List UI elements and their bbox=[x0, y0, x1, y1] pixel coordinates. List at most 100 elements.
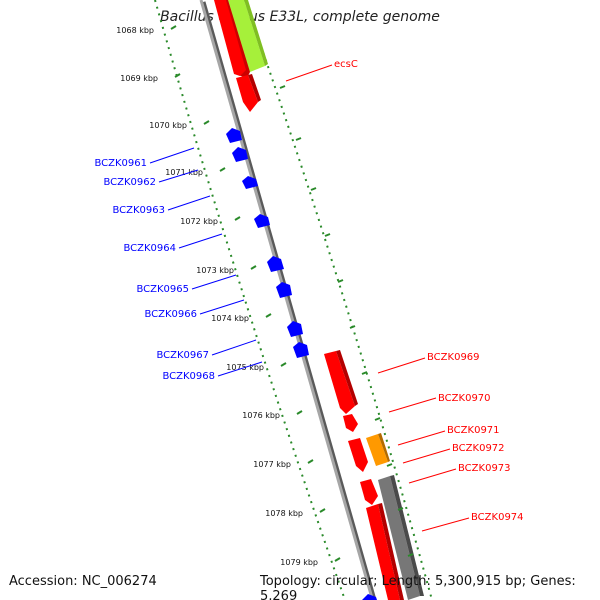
bczk0965-feature[interactable] bbox=[267, 256, 284, 272]
tick-label: 1072 kbp bbox=[180, 217, 218, 226]
tick-mark bbox=[337, 279, 344, 283]
bczk0969-shade bbox=[336, 350, 358, 406]
leader-line bbox=[217, 361, 263, 377]
tick-mark bbox=[280, 362, 287, 367]
gene-label-bczk0967[interactable]: BCZK0967 bbox=[156, 350, 209, 361]
tick-mark bbox=[296, 410, 303, 415]
bczk0964-feature[interactable] bbox=[254, 214, 270, 228]
backbone bbox=[199, 0, 374, 599]
gene-label-bczk0965[interactable]: BCZK0965 bbox=[136, 284, 189, 295]
bczk0971-feature[interactable] bbox=[366, 434, 388, 466]
gene-label-bczk0962[interactable]: BCZK0962 bbox=[103, 177, 156, 188]
tick-mark bbox=[174, 73, 181, 78]
gene-label-bczk0972[interactable]: BCZK0972 bbox=[452, 443, 505, 454]
leader-line bbox=[191, 274, 237, 290]
tick-label: 1070 kbp bbox=[149, 121, 187, 130]
gene-label-bczk0968[interactable]: BCZK0968 bbox=[162, 371, 215, 382]
leader-line bbox=[178, 233, 223, 249]
topology-summary: Topology: circular; Length: 5,300,915 bp… bbox=[260, 574, 576, 600]
tick-mark bbox=[279, 85, 286, 89]
bczk0962-feature[interactable] bbox=[232, 147, 248, 162]
grey-feature[interactable] bbox=[378, 476, 420, 600]
gene-label-bczk0974[interactable]: BCZK0974 bbox=[471, 512, 524, 523]
tick-mark bbox=[386, 463, 393, 467]
leader-line bbox=[285, 64, 333, 82]
tick-mark bbox=[295, 137, 302, 141]
accession-text: Accession: NC_006274 bbox=[9, 574, 157, 589]
right-tick-track bbox=[244, 0, 433, 600]
tick-mark bbox=[374, 417, 381, 421]
leader-line bbox=[421, 517, 470, 532]
tick-mark bbox=[310, 187, 317, 191]
gene-label-bczk0963[interactable]: BCZK0963 bbox=[112, 205, 165, 216]
tick-label: 1079 kbp bbox=[280, 558, 318, 567]
bczk0969-feature[interactable] bbox=[324, 351, 355, 414]
leader-line bbox=[377, 357, 426, 374]
gene-label-bczk0961[interactable]: BCZK0961 bbox=[94, 158, 147, 169]
tick-mark bbox=[307, 459, 314, 464]
bczk0961-feature[interactable] bbox=[226, 128, 242, 143]
bczk0963-feature[interactable] bbox=[242, 176, 258, 189]
leader-line bbox=[199, 299, 245, 315]
forward-gene-labels: ecsC BCZK0969 BCZK0970 BCZK0971 BCZK0972 BCZK… bbox=[285, 59, 524, 532]
tick-label: 1073 kbp bbox=[196, 266, 234, 275]
tick-label: 1071 kbp bbox=[165, 168, 203, 177]
gene-label-bczk0964[interactable]: BCZK0964 bbox=[123, 243, 176, 254]
reverse-features bbox=[226, 128, 377, 600]
tick-label: 1068 kbp bbox=[116, 26, 154, 35]
bczk0966-feature[interactable] bbox=[276, 282, 292, 298]
tick-label: 1077 kbp bbox=[253, 460, 291, 469]
gene-label-bczk0970[interactable]: BCZK0970 bbox=[438, 393, 491, 404]
tick-mark bbox=[234, 216, 241, 221]
tick-mark bbox=[349, 325, 356, 329]
leader-line bbox=[167, 195, 211, 211]
bczk-red-1-shade bbox=[248, 74, 261, 102]
leader-line bbox=[158, 169, 199, 183]
leader-line bbox=[388, 397, 437, 413]
grey-feature-shade bbox=[390, 475, 424, 596]
tick-mark bbox=[250, 265, 257, 270]
gene-label-bczk0971[interactable]: BCZK0971 bbox=[447, 425, 500, 436]
leader-line bbox=[397, 430, 446, 446]
green-feature[interactable] bbox=[228, 0, 265, 72]
green-feature-shade bbox=[244, 0, 268, 66]
bczk0972-feature[interactable] bbox=[348, 438, 368, 472]
bczk-red-1[interactable] bbox=[236, 75, 258, 112]
bottom-blue-feature[interactable] bbox=[362, 594, 377, 600]
tick-mark bbox=[170, 25, 177, 30]
gene-label-bczk0969[interactable]: BCZK0969 bbox=[427, 352, 480, 363]
ecsc-feature-face bbox=[214, 0, 246, 76]
gene-label-ecsc[interactable]: ecsC bbox=[334, 59, 358, 70]
tick-mark bbox=[319, 508, 326, 513]
tick-mark bbox=[203, 120, 210, 125]
tick-mark bbox=[407, 553, 414, 557]
leader-line bbox=[402, 448, 451, 464]
ticks: 1068 kbp 1069 kbp 1070 kbp 1071 kbp 1072 kbp… bbox=[116, 25, 414, 567]
tick-mark bbox=[397, 507, 404, 511]
gene-label-bczk0973[interactable]: BCZK0973 bbox=[458, 463, 511, 474]
tick-mark bbox=[361, 371, 368, 375]
bczk0974-shade bbox=[378, 503, 404, 600]
tick-mark bbox=[219, 167, 226, 172]
tick-mark bbox=[324, 233, 331, 237]
reverse-gene-labels: BCZK0961 BCZK0962 BCZK0963 BCZK0964 BCZK0965… bbox=[94, 147, 263, 382]
tick-label: 1078 kbp bbox=[265, 509, 303, 518]
bczk0970-feature[interactable] bbox=[343, 414, 358, 432]
gene-label-bczk0966[interactable]: BCZK0966 bbox=[144, 309, 197, 320]
leader-line bbox=[211, 339, 257, 356]
leader-line bbox=[408, 468, 457, 484]
bczk0968-feature[interactable] bbox=[293, 342, 309, 358]
tick-mark bbox=[265, 313, 272, 318]
tick-label: 1076 kbp bbox=[242, 411, 280, 420]
leader-line bbox=[149, 147, 195, 164]
bczk0974-feature[interactable] bbox=[366, 504, 400, 600]
tick-label: 1069 kbp bbox=[120, 74, 158, 83]
bczk0967-feature[interactable] bbox=[287, 321, 303, 337]
bczk0971-shade bbox=[378, 433, 390, 462]
tick-mark bbox=[334, 557, 341, 562]
bczk0973-feature[interactable] bbox=[360, 479, 378, 505]
tick-label: 1074 kbp bbox=[211, 314, 249, 323]
left-tick-track bbox=[154, 0, 346, 600]
